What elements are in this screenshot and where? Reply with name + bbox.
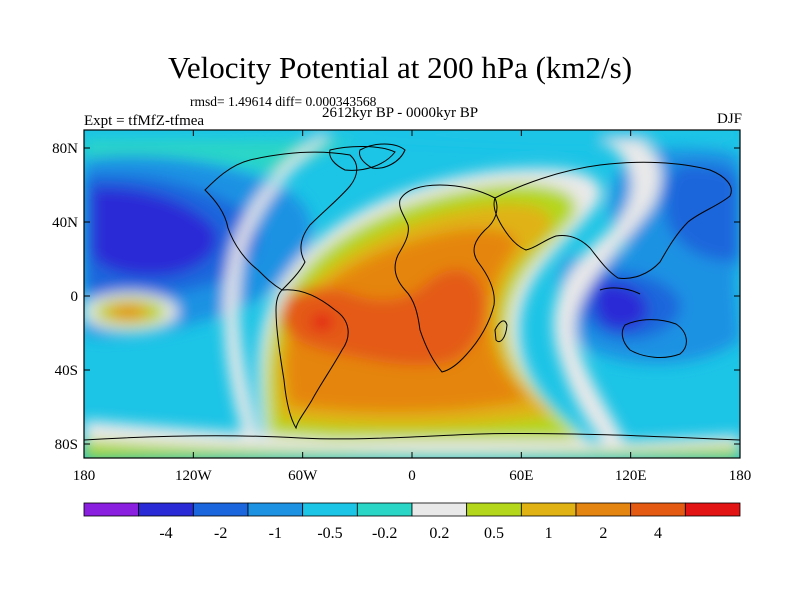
period-label: 2612kyr BP - 0000kyr BP bbox=[322, 105, 479, 121]
lat-tick-label: 40S bbox=[55, 363, 78, 379]
lon-tick-label: 60W bbox=[288, 468, 318, 484]
colorbar-swatch bbox=[247, 502, 304, 517]
lon-tick-label: 120W bbox=[175, 468, 213, 484]
velocity-potential-field bbox=[84, 130, 740, 458]
colorbar-label: 2 bbox=[599, 525, 607, 542]
colorbar-swatch bbox=[138, 502, 194, 517]
colorbar-label: -4 bbox=[159, 525, 172, 542]
stats-line: rmsd= 1.49614 diff= 0.000343568 bbox=[190, 94, 377, 109]
season-label: DJF bbox=[716, 111, 742, 127]
colorbar-swatch bbox=[411, 502, 468, 517]
colorbar-label: -0.5 bbox=[317, 525, 342, 542]
colorbar: -4 -2 -1 -0.5 -0.2 0.2 0.5 1 2 4 bbox=[83, 502, 741, 542]
colorbar-swatch bbox=[684, 502, 741, 517]
colorbar-label: -1 bbox=[269, 525, 282, 542]
lon-tick-label: 120E bbox=[615, 468, 647, 484]
colorbar-label: -2 bbox=[214, 525, 227, 542]
lat-tick-label: 0 bbox=[71, 289, 79, 305]
lon-tick-label: 60E bbox=[509, 468, 533, 484]
lon-tick-label: 0 bbox=[408, 468, 416, 484]
colorbar-label: -0.2 bbox=[372, 525, 397, 542]
colorbar-swatch bbox=[83, 502, 140, 517]
lat-tick-label: 40N bbox=[52, 215, 78, 231]
colorbar-swatch bbox=[575, 502, 632, 517]
colorbar-swatch bbox=[630, 502, 686, 517]
colorbar-label: 0.5 bbox=[484, 525, 504, 542]
colorbar-swatch bbox=[520, 502, 577, 517]
plot-title: Velocity Potential at 200 hPa (km2/s) bbox=[167, 50, 633, 85]
colorbar-label: 4 bbox=[654, 525, 662, 542]
lon-tick-label: 180 bbox=[73, 468, 96, 484]
experiment-label: Expt = tfMfZ-tfmea bbox=[84, 113, 205, 129]
coastlines bbox=[84, 143, 740, 441]
colorbar-swatch bbox=[356, 502, 413, 517]
map-axes: 80N 40N 0 40S 80S 180 120W 60W 0 60E 120E 180 bbox=[52, 130, 751, 484]
colorbar-swatch bbox=[302, 502, 358, 517]
lon-tick-label: 180 bbox=[729, 468, 752, 484]
lat-tick-label: 80S bbox=[55, 437, 78, 453]
colorbar-label: 1 bbox=[545, 525, 553, 542]
lat-tick-label: 80N bbox=[52, 141, 78, 157]
colorbar-swatch bbox=[466, 502, 522, 517]
colorbar-swatch bbox=[192, 502, 249, 517]
colorbar-label: 0.2 bbox=[429, 525, 449, 542]
